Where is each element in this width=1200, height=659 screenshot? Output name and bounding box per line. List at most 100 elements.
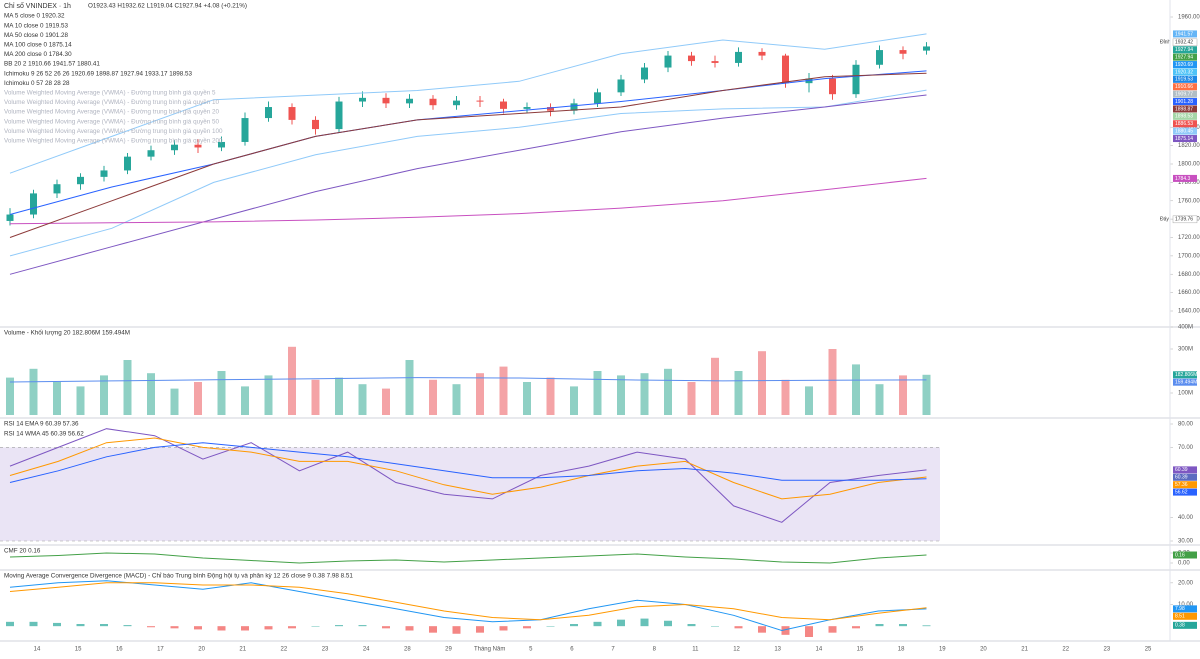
price-tag [1173,378,1197,386]
price-tag [1173,605,1197,613]
volume-bar [640,373,649,415]
indicator-line [9,89,927,257]
price-tag [1173,90,1197,98]
macd-histogram-bar [76,624,85,627]
legend-entry: MA 50 close 0 1901.28 [4,32,69,39]
candle-body [218,141,225,148]
price-tag-label: 1910.66 [1175,84,1193,90]
legend-entry: Volume Weighted Moving Average (VWMA) - … [4,107,219,116]
x-tick-label: 23 [1104,647,1111,653]
candle-body [735,51,742,63]
volume-bar [476,373,484,415]
candle-body [265,107,272,119]
x-tick-label: 14 [816,647,823,653]
volume-bar [405,360,414,415]
x-tick-label: 17 [157,647,164,653]
rsi-band [0,447,940,541]
volume-bar [53,382,61,415]
x-tick-label: 24 [363,647,370,653]
price-tag [1173,75,1197,83]
x-tick-label: 19 [939,647,946,653]
indicator-line [9,552,927,564]
macd-histogram-bar [758,626,766,633]
price-tag [1173,68,1197,76]
legend-entry: RSI 14 EMA 9 60.39 57.36 [4,421,79,428]
volume-bar [593,371,602,415]
candle-body [876,50,883,65]
candle-body [641,67,648,80]
volume-bar [687,382,696,415]
price-tag-label: 8.51 [1175,614,1185,620]
legend-entry: Volume Weighted Moving Average (VWMA) - … [4,126,223,135]
x-tick-label: 11 [692,647,699,653]
candle-body [77,176,84,185]
macd-histogram-bar [217,626,226,631]
candle-body [453,100,460,106]
volume-bar [570,386,578,415]
volume-bar [170,388,179,415]
candle-body [476,100,484,102]
macd-histogram-bar [476,626,484,633]
price-tag [1173,83,1197,91]
candle-body [382,97,390,104]
indicator-line [9,33,927,174]
x-tick-label: 8 [653,647,657,653]
volume-bar [241,386,249,415]
volume-bar [311,379,320,415]
legend-entry: Ichimoku 9 26 52 26 26 1920.69 1898.87 1… [4,70,193,77]
price-tag [1173,135,1197,143]
macd-histogram-bar [687,624,696,627]
x-tick-label: 21 [1021,647,1028,653]
price-tag [1173,98,1197,106]
x-tick-label: 12 [733,647,740,653]
legend-entry: Volume Weighted Moving Average (VWMA) - … [4,135,223,144]
x-tick-label: 23 [322,647,329,653]
price-tag [1173,488,1197,496]
volume-bar [805,386,813,415]
price-tag-label: 1920.69 [1175,62,1193,68]
y-tick-label: 1680.00 [1178,272,1200,278]
macd-histogram-bar [6,621,14,627]
x-tick-label: 5 [529,647,533,653]
price-tag-label: 1898.53 [1175,114,1193,120]
macd-histogram-bar [382,626,390,629]
macd-histogram-bar [123,625,132,627]
x-tick-label: 21 [239,647,246,653]
price-tag-label: 1909.77 [1175,91,1193,97]
y-tick-label: 80.00 [1178,422,1194,428]
price-tag-label: 159.494M [1175,380,1197,386]
candle-body [664,55,672,68]
price-tag [1173,174,1197,182]
chart-title: Chỉ số VNINDEX · 1h [4,1,71,10]
macd-histogram-bar [523,626,531,629]
candle-body [147,150,155,157]
legend-entry: Ichimoku 0 57 28 28 28 [4,80,70,87]
indicator-line [9,70,927,215]
volume-bar [546,377,555,415]
volume-bar [76,386,85,415]
candle-body [617,79,625,93]
candle-body [688,55,695,62]
price-tag-label: 0.38 [1175,623,1185,629]
candle-body [359,97,366,102]
candle-body [594,92,601,104]
macd-histogram-bar [335,625,343,627]
macd-histogram-bar [899,624,907,627]
macd-histogram-bar [781,626,790,635]
macd-histogram-bar [640,618,649,627]
candle-body [523,107,531,109]
macd-histogram-bar [194,626,202,630]
macd-histogram-bar [405,626,414,631]
y-tick-label: 1820.00 [1178,143,1200,149]
macd-histogram-bar [311,626,320,627]
legend-entry: CMF 20 0.16 [4,548,41,555]
price-tag [1173,371,1197,379]
price-tag [1173,481,1197,489]
macd-histogram-bar [711,626,719,627]
macd-histogram-bar [100,624,108,627]
legend-entry: Volume - Khối lượng 20 182.806M 159.494M [4,328,130,337]
price-tag-label: 60.39 [1175,467,1188,473]
volume-bar [288,346,296,415]
